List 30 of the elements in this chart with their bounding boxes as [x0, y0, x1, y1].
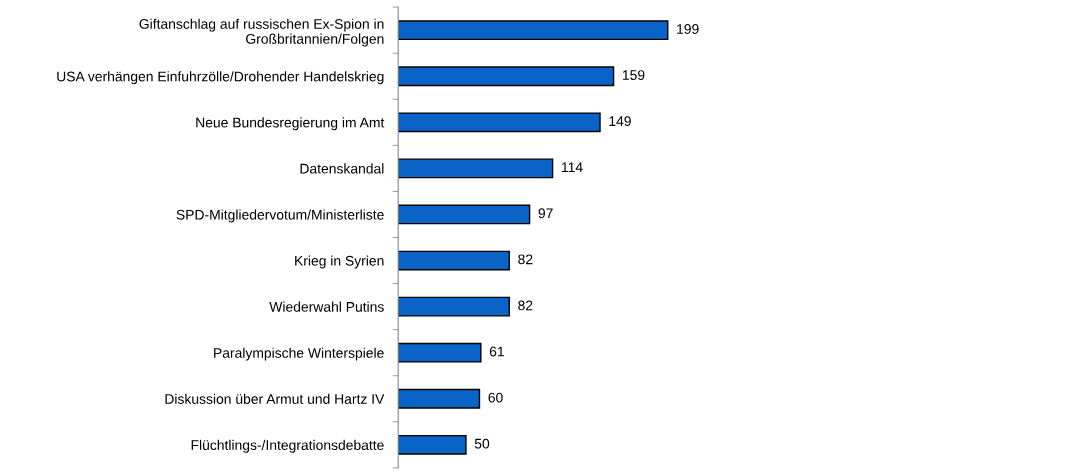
y-tick-label: Paralympische Winterspiele	[214, 347, 384, 361]
y-tick-label: Datenskandal	[300, 163, 384, 174]
bar	[398, 388, 481, 409]
bar	[398, 342, 482, 363]
y-tick-label: USA verhängen Einfuhrzölle/Drohender Handelskrieg	[57, 71, 384, 85]
y-tick-label: Diskussion über Armut und Hartz IV	[165, 393, 385, 404]
bar	[398, 20, 669, 41]
bar	[398, 204, 531, 225]
bar	[398, 296, 510, 317]
y-tick-label: Neue Bundesregierung im Amt	[196, 117, 385, 131]
bar	[398, 434, 467, 455]
y-tick-label: Wiederwahl Putins	[269, 301, 384, 312]
bar	[398, 158, 554, 179]
bar	[398, 66, 615, 87]
data-label: 50	[474, 438, 490, 449]
data-label: 61	[489, 346, 504, 357]
data-label: 199	[677, 24, 699, 34]
bar	[398, 250, 510, 271]
data-label: 82	[518, 254, 533, 265]
data-label: 149	[609, 116, 631, 127]
y-tick-label: Flüchtlings-/Integrationsdebatte	[191, 439, 384, 453]
data-label: 60	[488, 392, 503, 403]
y-tick-label: Giftanschlag auf russischen Ex-Spion in Großbritannien/Folgen	[139, 18, 384, 47]
data-label: 97	[538, 208, 553, 219]
data-label: 82	[518, 300, 533, 311]
data-label: 114	[562, 162, 583, 172]
data-label: 159	[622, 70, 645, 80]
y-tick-label: Krieg in Syrien	[295, 255, 384, 269]
y-tick-label: SPD-Mitgliedervotum/Ministerliste	[176, 209, 384, 223]
bar	[398, 112, 601, 133]
